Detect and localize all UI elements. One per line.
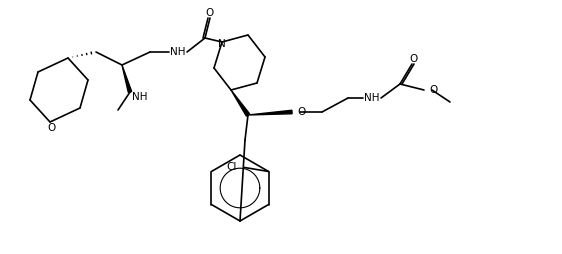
Polygon shape <box>231 90 250 116</box>
Polygon shape <box>248 110 292 115</box>
Polygon shape <box>122 65 132 92</box>
Text: NH: NH <box>170 47 186 57</box>
Text: O: O <box>48 123 56 133</box>
Text: Cl: Cl <box>226 163 237 172</box>
Text: NH: NH <box>132 92 147 102</box>
Text: N: N <box>218 39 226 49</box>
Text: O: O <box>429 85 437 95</box>
Text: O: O <box>206 8 214 18</box>
Text: NH: NH <box>364 93 380 103</box>
Text: O: O <box>297 107 305 117</box>
Text: O: O <box>410 54 418 64</box>
